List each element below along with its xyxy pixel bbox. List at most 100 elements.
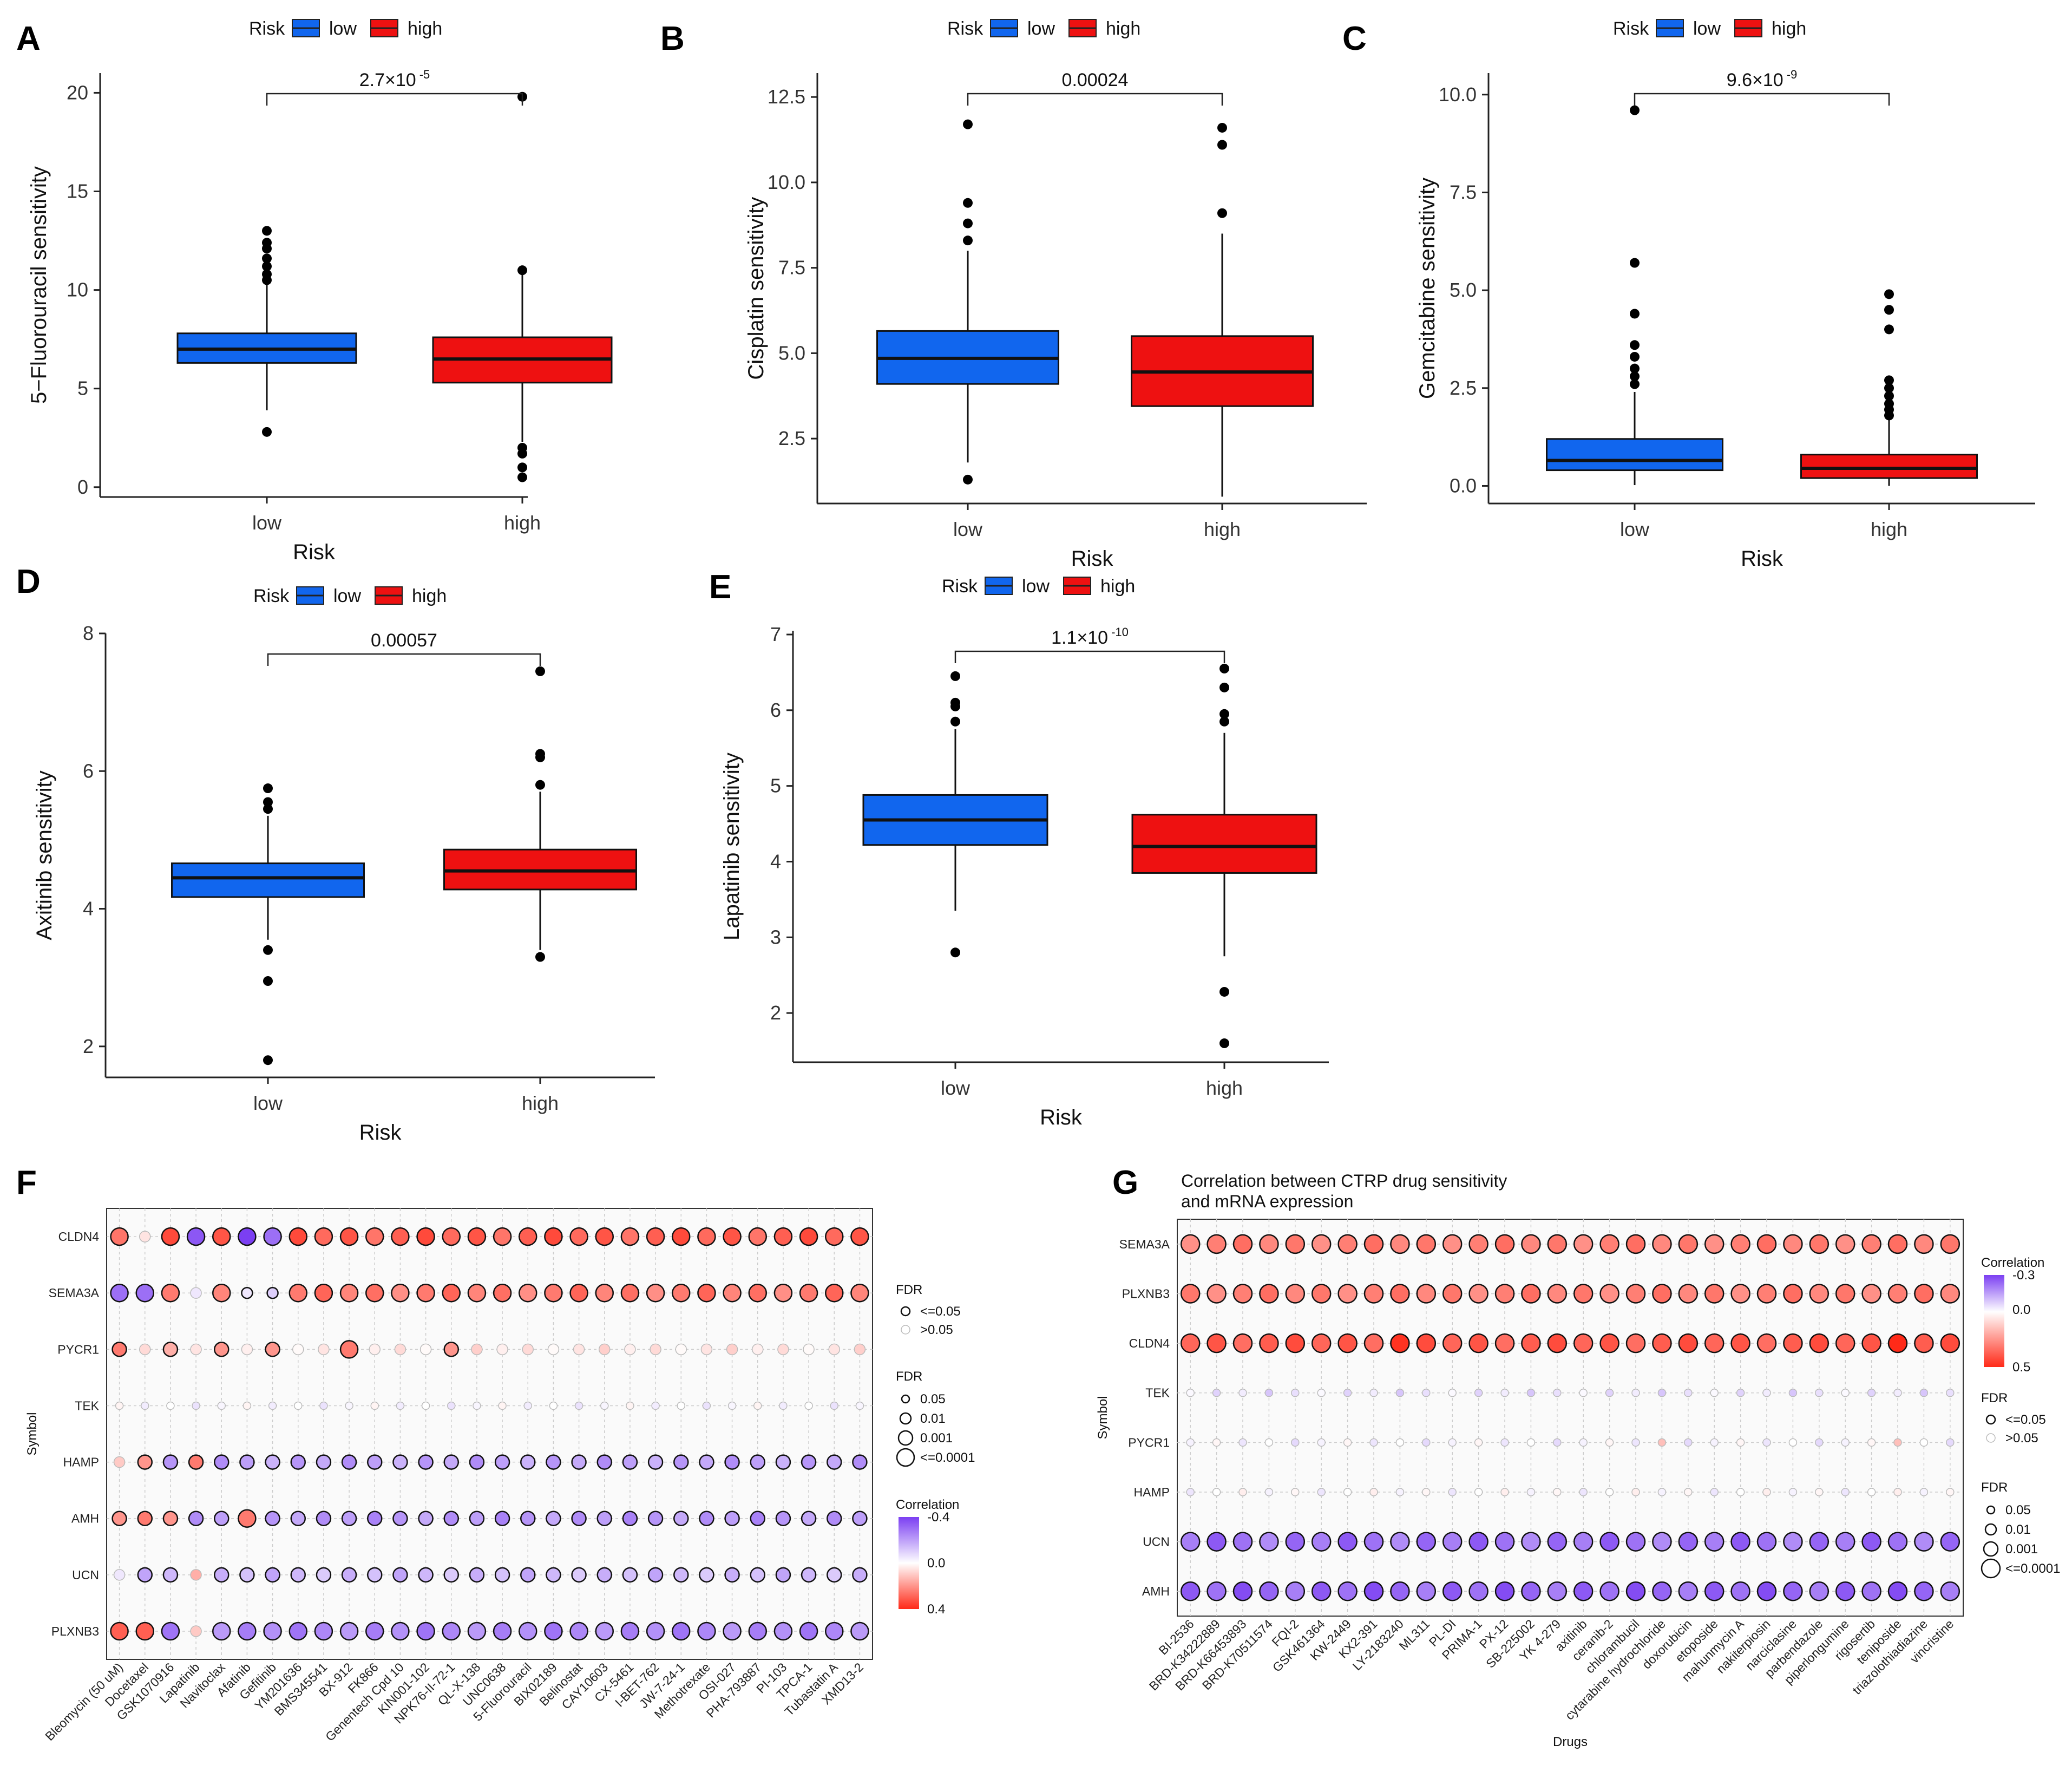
- dot-cell: [571, 1454, 587, 1470]
- box-high: [1131, 663, 1317, 1049]
- outlier-point: [262, 269, 272, 279]
- dot-cell: [137, 1511, 153, 1526]
- legend: Risk low high: [249, 18, 442, 39]
- dot-cell: [1180, 1284, 1201, 1304]
- y-axis-title: 5−Fluorouracil sensitivity: [27, 166, 51, 404]
- box-high: [1131, 122, 1314, 497]
- dot-cell: [1946, 1438, 1955, 1447]
- dot-cell: [416, 1227, 435, 1246]
- dot-cell: [1756, 1234, 1777, 1254]
- legend-fdr-sig-title: FDR: [896, 1283, 922, 1297]
- dot-cell: [773, 1283, 793, 1303]
- legend-corr-title: Correlation: [896, 1498, 959, 1512]
- dot-cell: [827, 1567, 842, 1583]
- dot-cell: [855, 1401, 864, 1410]
- panel-letter: C: [1342, 20, 1367, 57]
- legend-label-low: low: [333, 586, 361, 606]
- dot-cell: [110, 1283, 129, 1303]
- dot-cell: [596, 1567, 612, 1583]
- x-tick-label: low: [252, 512, 282, 534]
- dot-cell: [1232, 1333, 1253, 1353]
- chart-title-line2: and mRNA expression: [1181, 1192, 1353, 1211]
- dot-cell: [1416, 1333, 1437, 1353]
- dot-cell: [1625, 1333, 1646, 1353]
- dot-cell: [137, 1567, 153, 1583]
- dot-cell: [1652, 1532, 1672, 1552]
- box-body: [1131, 814, 1317, 874]
- boxplot-panel-e: E Risk low high 2 3 4 5 6 7 low high Risk Lapatinib s…: [709, 568, 1329, 1129]
- legend-size-key: [1983, 1541, 1999, 1557]
- dot-cell: [1500, 1388, 1509, 1397]
- dot-cell: [394, 1343, 406, 1356]
- p-value-label: 9.6×10 -9: [1727, 68, 1798, 90]
- dot-cell: [292, 1343, 304, 1356]
- panel-letter: E: [709, 568, 731, 606]
- dot-cell: [161, 1621, 180, 1641]
- legend-corr-tick: 0.0: [2012, 1303, 2030, 1317]
- dot-cell: [1861, 1581, 1881, 1601]
- dot-cell: [620, 1283, 640, 1303]
- dot-cell: [1311, 1284, 1332, 1304]
- dot-cell: [1494, 1333, 1515, 1353]
- x-tick-label: low: [953, 518, 983, 540]
- dot-cell: [1815, 1488, 1824, 1496]
- dot-cell: [473, 1401, 481, 1410]
- dot-cell: [1625, 1532, 1646, 1552]
- dot-cell: [723, 1227, 742, 1246]
- dot-cell: [828, 1343, 840, 1356]
- dot-cell: [830, 1401, 838, 1410]
- dot-cell: [214, 1342, 230, 1357]
- box-low: [1546, 105, 1723, 486]
- dot-cell: [214, 1511, 230, 1526]
- dot-cell: [799, 1621, 818, 1641]
- y-axis-title: Symbol: [25, 1412, 40, 1455]
- dot-cell: [418, 1454, 434, 1470]
- dot-cell: [1311, 1234, 1332, 1254]
- dot-cell: [190, 1343, 202, 1356]
- dot-cell: [139, 1343, 151, 1356]
- dot-cell: [700, 1343, 713, 1356]
- p-value-exponent: -9: [1787, 68, 1798, 81]
- x-tick-label: high: [522, 1092, 559, 1114]
- dot-cell: [1657, 1438, 1667, 1447]
- dot-cell: [1730, 1532, 1750, 1552]
- x-axis-title: Risk: [1741, 547, 1784, 571]
- dot-cell: [467, 1227, 487, 1246]
- dot-cell: [1448, 1438, 1457, 1447]
- dot-cell: [1212, 1488, 1221, 1496]
- dot-cell: [339, 1621, 359, 1641]
- legend-size-label: 0.01: [920, 1411, 946, 1426]
- dot-cell: [494, 1511, 510, 1526]
- dot-cell: [748, 1621, 767, 1641]
- legend-label-low: low: [1693, 18, 1721, 39]
- dot-cell: [646, 1621, 665, 1641]
- p-value-base: 0.00024: [1062, 70, 1129, 90]
- dot-cell: [1919, 1388, 1929, 1397]
- dot-cell: [1867, 1438, 1876, 1447]
- legend-title: Risk: [253, 586, 290, 606]
- dot-cell: [139, 1231, 151, 1243]
- dot-cell: [775, 1454, 791, 1470]
- dot-cell: [263, 1227, 282, 1246]
- dot-cell: [1442, 1333, 1463, 1353]
- dot-cell: [1631, 1388, 1640, 1397]
- chart-title: Correlation between CTRP drug sensitivit…: [1181, 1171, 1507, 1191]
- outlier-point: [263, 976, 273, 986]
- dot-cell: [647, 1454, 664, 1470]
- dot-cell: [1783, 1532, 1803, 1552]
- outlier-point: [963, 119, 973, 129]
- dot-cell: [1553, 1388, 1562, 1397]
- dot-cell: [1526, 1488, 1536, 1496]
- outlier-point: [1630, 105, 1640, 115]
- dot-cell: [113, 1569, 126, 1581]
- row-label: AMH: [1142, 1584, 1170, 1598]
- y-tick-label: 2: [770, 1002, 781, 1024]
- dot-cell: [1363, 1532, 1384, 1552]
- outlier-point: [963, 236, 973, 246]
- legend-label-low: low: [1022, 576, 1050, 597]
- dot-cell: [753, 1401, 762, 1410]
- outlier-point: [263, 945, 273, 955]
- dot-cell: [494, 1454, 510, 1470]
- dot-cell: [827, 1454, 842, 1470]
- dot-cell: [314, 1283, 333, 1303]
